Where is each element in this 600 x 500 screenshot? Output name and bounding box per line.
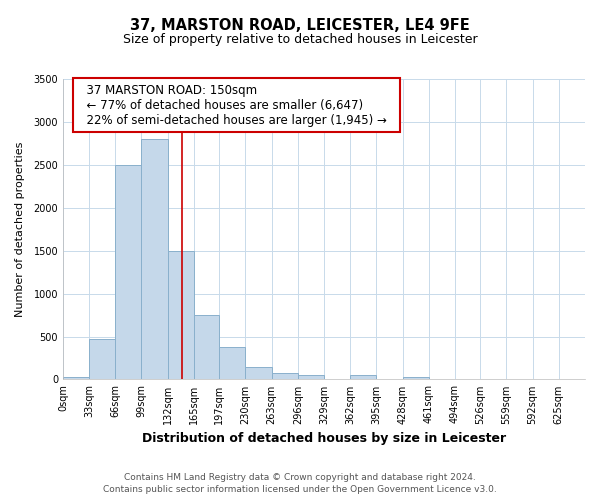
- Bar: [142, 139, 167, 380]
- Bar: [219, 347, 245, 380]
- Bar: [115, 165, 142, 380]
- Y-axis label: Number of detached properties: Number of detached properties: [15, 142, 25, 317]
- Bar: [298, 374, 324, 380]
- X-axis label: Distribution of detached houses by size in Leicester: Distribution of detached houses by size …: [142, 432, 506, 445]
- Bar: [245, 366, 272, 380]
- Bar: [194, 315, 219, 380]
- Text: 37 MARSTON ROAD: 150sqm  
  ← 77% of detached houses are smaller (6,647)  
  22%: 37 MARSTON ROAD: 150sqm ← 77% of detache…: [79, 84, 394, 126]
- Bar: [89, 339, 115, 380]
- Bar: [350, 374, 376, 380]
- Bar: [272, 373, 298, 380]
- Text: Contains public sector information licensed under the Open Government Licence v3: Contains public sector information licen…: [103, 484, 497, 494]
- Bar: [63, 378, 89, 380]
- Text: Contains HM Land Registry data © Crown copyright and database right 2024.: Contains HM Land Registry data © Crown c…: [124, 473, 476, 482]
- Text: 37, MARSTON ROAD, LEICESTER, LE4 9FE: 37, MARSTON ROAD, LEICESTER, LE4 9FE: [130, 18, 470, 32]
- Text: Size of property relative to detached houses in Leicester: Size of property relative to detached ho…: [122, 32, 478, 46]
- Bar: [167, 250, 194, 380]
- Bar: [403, 377, 429, 380]
